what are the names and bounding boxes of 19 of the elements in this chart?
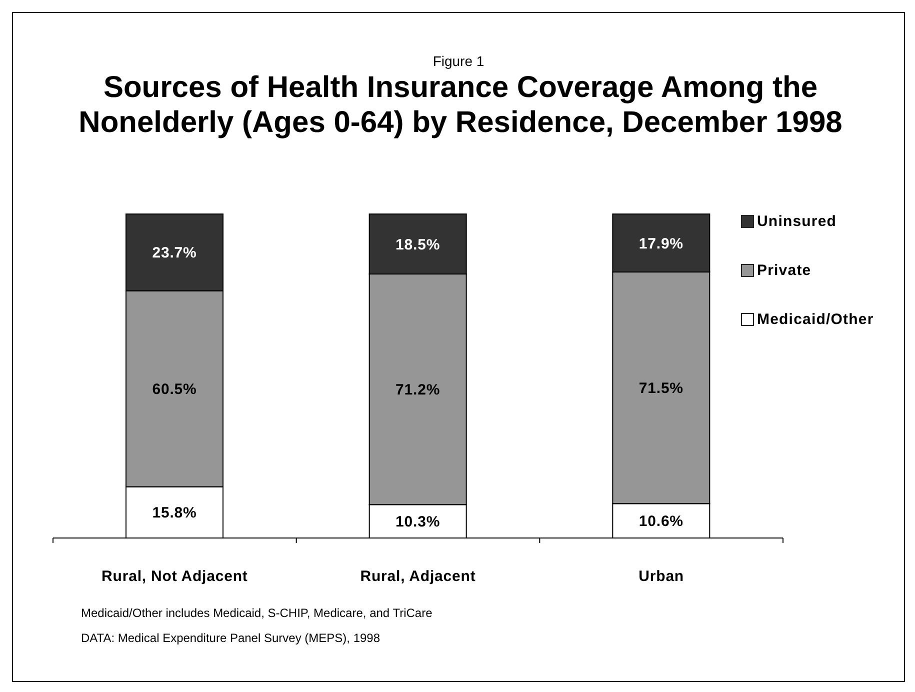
data-label: 18.5%	[396, 236, 440, 254]
legend-label: Uninsured	[757, 212, 837, 230]
data-label: 10.6%	[638, 513, 684, 530]
x-tick-label: Urban	[638, 568, 684, 585]
x-tick-label: Rural, Not Adjacent	[102, 568, 248, 585]
x-tick-label: Rural, Adjacent	[360, 568, 476, 585]
data-label: 10.3%	[396, 514, 440, 531]
data-label: 60.5%	[152, 381, 197, 398]
data-label: 17.9%	[638, 235, 684, 252]
text: DATA: Medical Expenditure Panel Survey (MEPS), 1998	[81, 631, 380, 645]
chart-title: Sources of Health Insurance Coverage Among the Nonelderly (Ages 0-64) by Residence, December 1998	[78, 71, 842, 139]
data-label: 23.7%	[152, 244, 197, 262]
text: Medicaid/Other includes Medicaid, S-CHIP, Medicare, and TriCare	[81, 606, 432, 620]
legend-label: Private	[757, 262, 812, 278]
data-label: 71.2%	[396, 382, 440, 399]
data-label: 71.5%	[638, 380, 684, 398]
chart-subtitle: Figure 1	[432, 53, 484, 69]
data-label: 15.8%	[152, 504, 197, 522]
text: Medicaid/Other	[757, 310, 874, 328]
